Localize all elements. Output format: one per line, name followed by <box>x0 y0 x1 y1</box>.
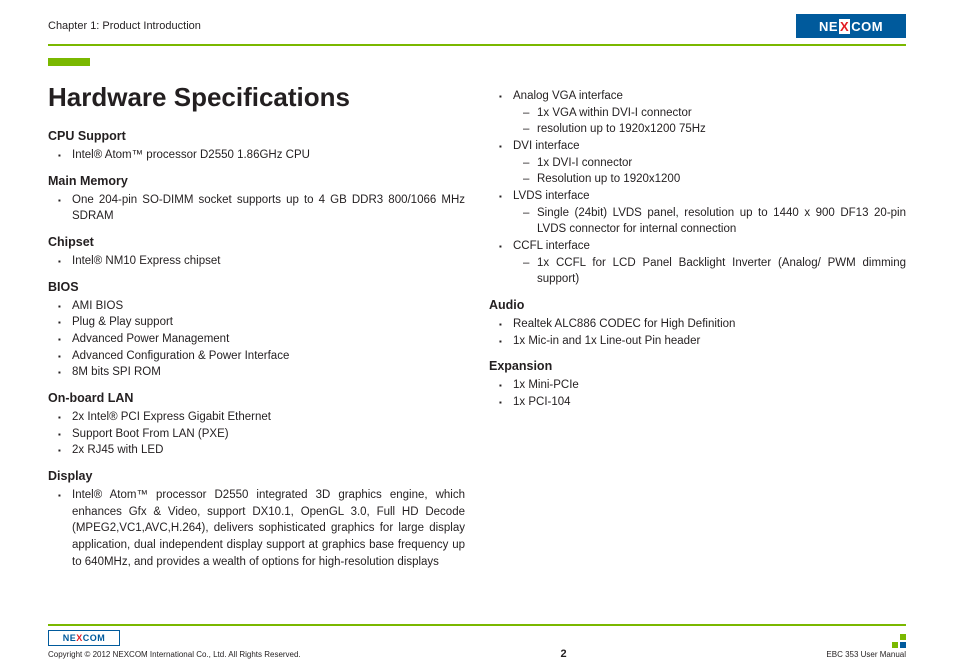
list-item: Realtek ALC886 CODEC for High Definition <box>503 316 906 333</box>
list-item: LVDS interfaceSingle (24bit) LVDS panel,… <box>503 188 906 238</box>
section-heading: Main Memory <box>48 174 465 188</box>
right-column: Analog VGA interface1x VGA within DVI-I … <box>489 82 906 578</box>
section-heading: Audio <box>489 298 906 312</box>
list-item: CCFL interface1x CCFL for LCD Panel Back… <box>503 238 906 288</box>
copyright-text: Copyright © 2012 NEXCOM International Co… <box>48 650 301 659</box>
list-item: 1x Mini-PCIe <box>503 377 906 394</box>
list-item: 1x Mic-in and 1x Line-out Pin header <box>503 333 906 350</box>
page-title: Hardware Specifications <box>48 82 465 113</box>
section-heading: Expansion <box>489 359 906 373</box>
list-item: 2x Intel® PCI Express Gigabit Ethernet <box>62 409 465 426</box>
sub-list-item: 1x DVI-I connector <box>527 155 906 172</box>
list-item: Intel® Atom™ processor D2550 1.86GHz CPU <box>62 147 465 164</box>
page-number: 2 <box>560 648 566 660</box>
sub-list-item: 1x CCFL for LCD Panel Backlight Inverter… <box>527 255 906 288</box>
sub-list-item: Single (24bit) LVDS panel, resolution up… <box>527 205 906 238</box>
section-heading: On-board LAN <box>48 391 465 405</box>
sub-list-item: resolution up to 1920x1200 75Hz <box>527 121 906 138</box>
section-heading: CPU Support <box>48 129 465 143</box>
list-item: AMI BIOS <box>62 298 465 315</box>
sub-list-item: Resolution up to 1920x1200 <box>527 171 906 188</box>
list-item: One 204-pin SO-DIMM socket supports up t… <box>62 192 465 225</box>
list-item: 8M bits SPI ROM <box>62 364 465 381</box>
tab-marker <box>48 58 90 66</box>
list-item: Advanced Configuration & Power Interface <box>62 348 465 365</box>
list-item: Analog VGA interface1x VGA within DVI-I … <box>503 88 906 138</box>
section-heading: Display <box>48 469 465 483</box>
sub-list-item: 1x VGA within DVI-I connector <box>527 105 906 122</box>
logo-top: NEXCOM <box>796 14 906 38</box>
list-item: 2x RJ45 with LED <box>62 442 465 459</box>
list-item: Plug & Play support <box>62 314 465 331</box>
list-item: Intel® NM10 Express chipset <box>62 253 465 270</box>
left-column: Hardware Specifications CPU Support Intel… <box>48 82 465 578</box>
list-item: Advanced Power Management <box>62 331 465 348</box>
section-heading: BIOS <box>48 280 465 294</box>
list-item: Support Boot From LAN (PXE) <box>62 426 465 443</box>
list-item: DVI interface1x DVI-I connectorResolutio… <box>503 138 906 188</box>
header-divider <box>48 44 906 46</box>
footer-divider <box>48 624 906 626</box>
list-item: 1x PCI-104 <box>503 394 906 411</box>
manual-name: EBC 353 User Manual <box>826 650 906 659</box>
chapter-title: Chapter 1: Product Introduction <box>48 20 201 32</box>
logo-footer: NEXCOM <box>48 630 120 646</box>
list-item: Intel® Atom™ processor D2550 integrated … <box>62 487 465 570</box>
section-heading: Chipset <box>48 235 465 249</box>
